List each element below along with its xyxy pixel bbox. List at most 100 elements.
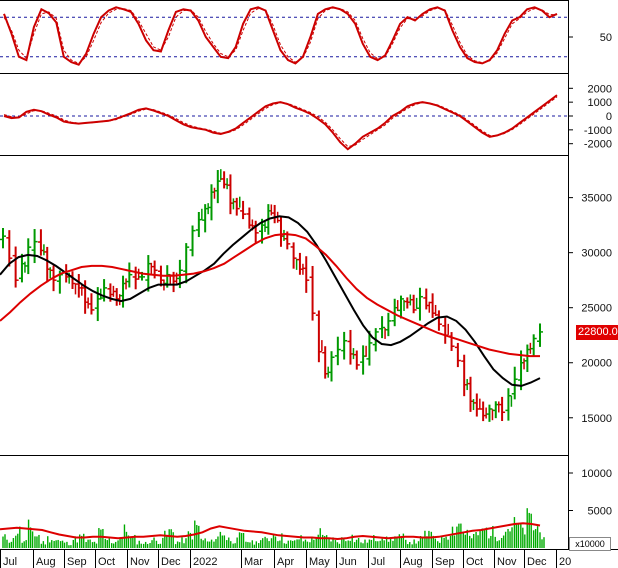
price-bar (328, 351, 335, 382)
price-bar (126, 262, 133, 288)
x-tick-label: Jul (3, 556, 17, 568)
volume-moving-average (0, 522, 541, 541)
x-tick-label: Apr (277, 556, 294, 568)
volume-scale-label: x10000 (569, 537, 611, 551)
y-tick-label: 25000 (581, 303, 612, 315)
price-bar (221, 171, 228, 190)
price-bar (0, 227, 6, 249)
price-bar (360, 345, 367, 375)
price-bar (353, 350, 360, 370)
price-bar (69, 271, 77, 295)
price-bar (309, 265, 316, 321)
price-bar (120, 275, 127, 308)
y-tick-label: 2000 (588, 83, 612, 95)
x-tick-label: Aug (36, 556, 56, 568)
price-bar (44, 246, 51, 283)
price-bar (25, 238, 32, 275)
price-bar (157, 265, 165, 291)
price-bar (37, 229, 45, 256)
y-tick-label: 10000 (581, 468, 612, 480)
price-bar (334, 336, 341, 366)
moving-average-long (0, 232, 540, 358)
price-bar (271, 204, 279, 224)
x-tick-label: Aug (403, 556, 423, 568)
price-bar (511, 366, 518, 400)
price-bar (347, 329, 355, 365)
x-tick-label: Dec (161, 556, 181, 568)
price-bar (101, 279, 108, 302)
price-bar (290, 242, 298, 270)
price-bar (416, 287, 423, 321)
x-tick-label: Dec (527, 556, 547, 568)
price-bar (429, 293, 437, 318)
price-bar (195, 208, 203, 238)
price-bar (202, 203, 209, 233)
x-tick-label: Oct (466, 556, 483, 568)
price-bar (18, 253, 26, 283)
x-axis: Jul Aug Sep Oct Nov Dec 2022 Mar Apr May Jun Jul Aug… (0, 549, 571, 568)
volume-panel: 10000 5000 (0, 468, 612, 548)
price-panel: 35000 30000 25000 20000 15000 (0, 169, 612, 425)
series-line-solid (3, 6, 558, 66)
price-bar (12, 246, 19, 288)
x-tick-label: Nov (130, 556, 150, 568)
price-bar (435, 310, 442, 331)
y-tick-label: -1000 (584, 125, 612, 137)
x-tick-label: Nov (497, 556, 517, 568)
last-price-label: 22800.00 (576, 324, 618, 340)
price-bar (277, 216, 285, 247)
price-bar (423, 288, 431, 313)
y-tick-label: 15000 (581, 413, 612, 425)
x-tick-label: May (309, 556, 330, 568)
price-bar (113, 288, 121, 306)
panel-frames (0, 0, 618, 550)
price-bar (31, 229, 38, 264)
y-tick-label: 20000 (581, 358, 612, 370)
x-tick-label: 2022 (193, 556, 217, 568)
price-bar (518, 350, 525, 391)
price-bar (341, 331, 348, 360)
price-bar (189, 225, 196, 257)
x-tick-label: Oct (98, 556, 115, 568)
price-bar (315, 310, 323, 363)
price-bar (467, 376, 475, 412)
price-bar (404, 294, 412, 309)
macd-panel: 2000 1000 0 -1000 -2000 (0, 83, 612, 151)
price-bar (454, 342, 461, 368)
price-bar (442, 317, 449, 344)
x-tick-label: Jul (371, 556, 385, 568)
price-bar (448, 332, 455, 351)
price-bar (385, 312, 392, 337)
x-tick-label: 20 (559, 556, 571, 568)
x-tick-label: Sep (435, 556, 455, 568)
moving-average-short (0, 215, 541, 387)
price-bar (537, 323, 543, 347)
price-bar (505, 388, 513, 421)
price-bar (208, 184, 216, 221)
price-bar (240, 200, 247, 220)
price-bar (366, 330, 373, 366)
y-tick-label: 0 (606, 111, 612, 123)
price-bar (524, 342, 532, 373)
price-bar (6, 230, 13, 267)
x-tick-label: Mar (244, 556, 263, 568)
price-bar (75, 274, 83, 298)
y-tick-label: -2000 (584, 139, 612, 151)
price-bar (486, 404, 494, 422)
y-tick-label: 35000 (581, 193, 612, 205)
price-bar (480, 401, 487, 422)
price-bar (227, 174, 235, 215)
price-bar (132, 266, 140, 290)
price-bar (233, 196, 241, 216)
price-bar (183, 243, 190, 284)
price-bar (246, 207, 254, 231)
y-tick-label: 30000 (581, 248, 612, 260)
stochastic-panel: 50 (0, 6, 612, 66)
series-line-dashed (3, 7, 557, 64)
price-bar (88, 293, 95, 315)
y-tick-label: 5000 (588, 506, 612, 518)
price-bar (398, 295, 405, 319)
price-bar (379, 316, 386, 339)
price-bar (322, 346, 329, 379)
